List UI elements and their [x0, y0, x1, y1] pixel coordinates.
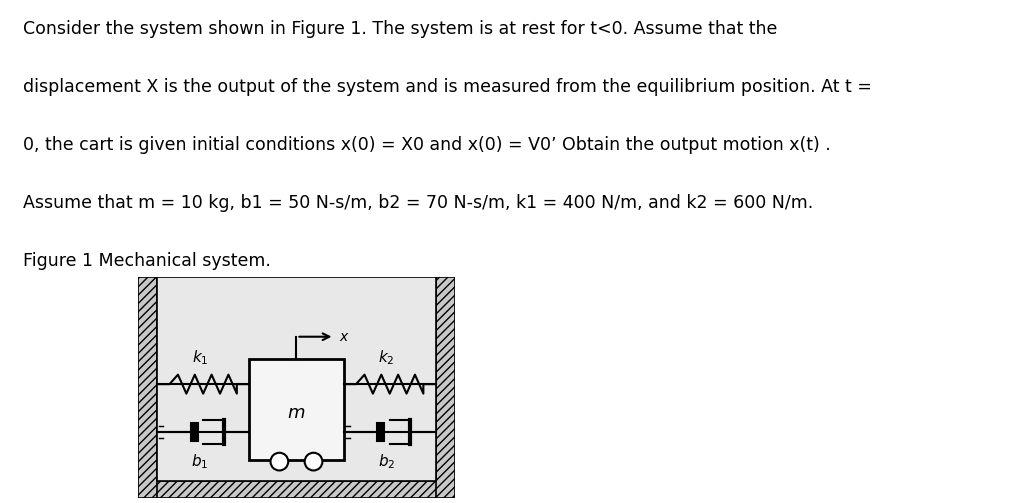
Bar	[435, 277, 455, 498]
Text: $b_1$: $b_1$	[191, 452, 209, 471]
Bar	[378, 423, 384, 441]
Text: m: m	[288, 403, 305, 422]
Bar	[190, 423, 198, 441]
Bar	[158, 277, 435, 480]
Text: Consider the system shown in Figure 1. The system is at rest for t<0. Assume tha: Consider the system shown in Figure 1. T…	[23, 20, 777, 38]
Text: displacement X is the output of the system and is measured from the equilibrium : displacement X is the output of the syst…	[23, 78, 871, 96]
Bar	[249, 359, 344, 460]
Bar	[138, 480, 455, 498]
Text: $b_2$: $b_2$	[378, 452, 395, 471]
Text: Figure 1 Mechanical system.: Figure 1 Mechanical system.	[23, 252, 270, 270]
Circle shape	[270, 453, 288, 470]
Bar	[138, 277, 158, 498]
Text: 0, the cart is given initial conditions x(0) = X0 and x(0) = V0’ Obtain the outp: 0, the cart is given initial conditions …	[23, 136, 830, 154]
Text: Assume that m = 10 kg, b1 = 50 N-s/m, b2 = 70 N-s/m, k1 = 400 N/m, and k2 = 600 : Assume that m = 10 kg, b1 = 50 N-s/m, b2…	[23, 194, 813, 212]
Text: $k_2$: $k_2$	[378, 348, 395, 367]
Text: x: x	[339, 330, 347, 344]
Text: $k_1$: $k_1$	[191, 348, 208, 367]
Circle shape	[305, 453, 323, 470]
